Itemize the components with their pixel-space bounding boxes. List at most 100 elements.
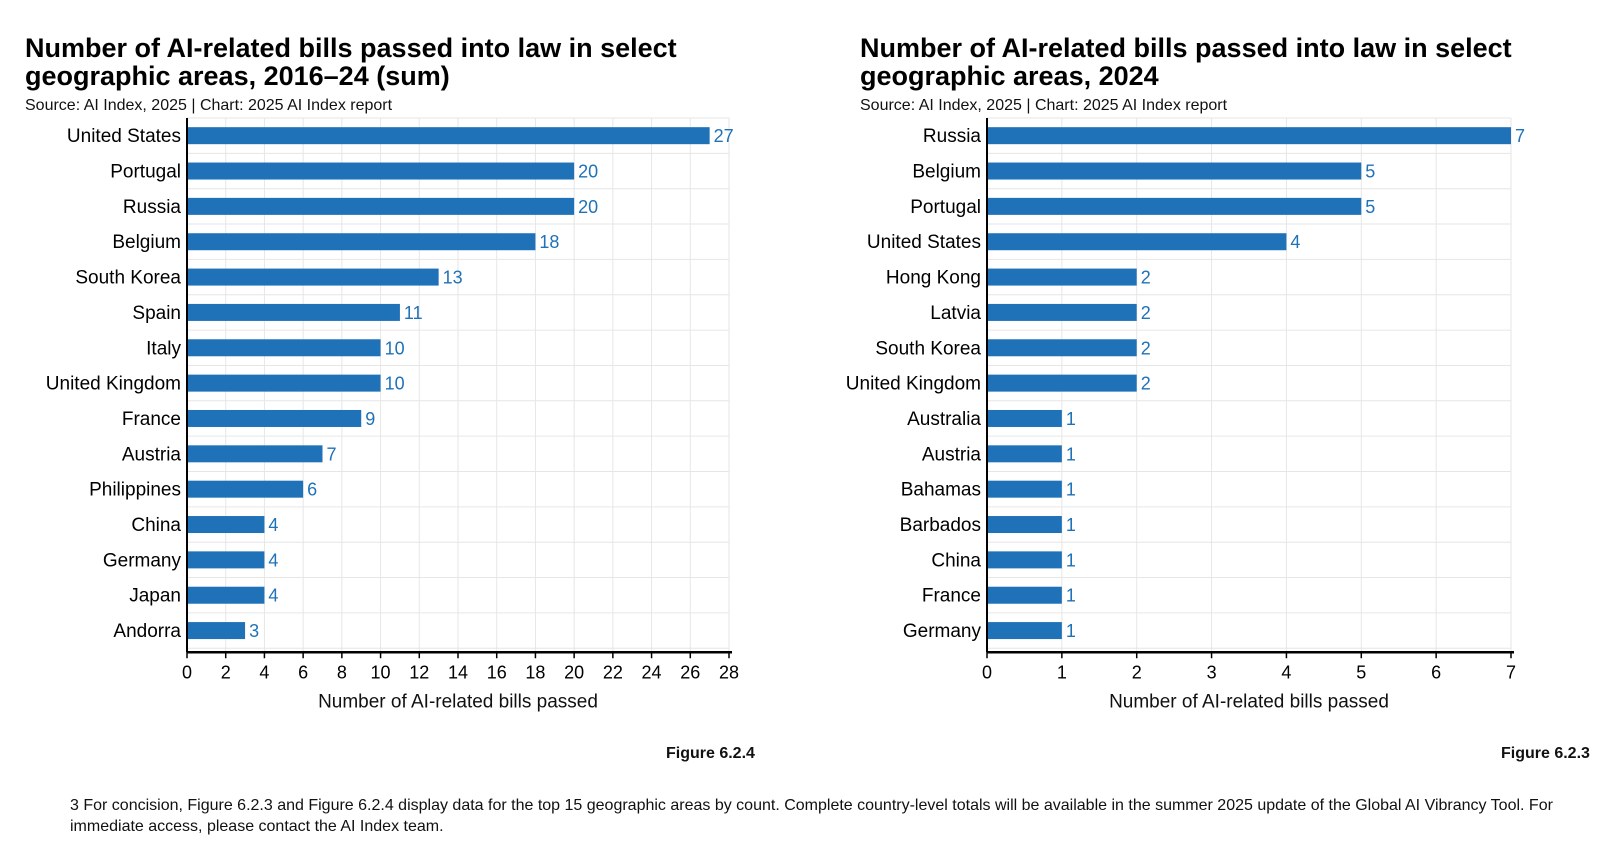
- data-label: 27: [714, 126, 734, 146]
- category-label: Austria: [922, 444, 982, 465]
- data-label: 1: [1066, 586, 1076, 606]
- x-tick-label: 10: [371, 662, 391, 682]
- chart-title: Number of AI-related bills passed into l…: [25, 33, 677, 91]
- category-label: Andorra: [113, 621, 181, 642]
- bar: [987, 162, 1362, 180]
- data-label: 5: [1365, 162, 1375, 182]
- category-label: Latvia: [930, 303, 981, 324]
- x-tick-label: 18: [525, 662, 545, 682]
- bar: [187, 233, 536, 251]
- bar: [987, 233, 1287, 251]
- bar: [187, 480, 304, 498]
- data-label: 7: [327, 444, 337, 464]
- data-label: 13: [443, 268, 463, 288]
- figure-label: Figure 6.2.4: [666, 745, 755, 762]
- bar: [187, 586, 265, 604]
- category-label: South Korea: [75, 268, 181, 289]
- x-tick-label: 4: [1281, 662, 1291, 682]
- category-label: Barbados: [900, 515, 981, 536]
- chart-panel-left: Number of AI-related bills passed into l…: [0, 0, 800, 790]
- data-label: 3: [249, 621, 259, 641]
- bar: [987, 516, 1062, 534]
- x-tick-label: 8: [337, 662, 347, 682]
- chart-source: Source: AI Index, 2025 | Chart: 2025 AI …: [860, 97, 1228, 114]
- category-label: Russia: [923, 126, 982, 147]
- data-label: 1: [1066, 480, 1076, 500]
- category-label: Philippines: [89, 480, 181, 501]
- bar: [187, 303, 400, 321]
- data-label: 4: [1290, 232, 1300, 252]
- chart-panel-right: Number of AI-related bills passed into l…: [835, 0, 1624, 790]
- x-tick-label: 14: [448, 662, 468, 682]
- bar: [187, 339, 381, 357]
- x-tick-label: 26: [680, 662, 700, 682]
- category-label: Italy: [146, 338, 181, 359]
- category-label: United States: [867, 232, 981, 253]
- x-tick-label: 16: [487, 662, 507, 682]
- data-label: 9: [365, 409, 375, 429]
- data-label: 1: [1066, 621, 1076, 641]
- data-label: 2: [1141, 374, 1151, 394]
- bar: [187, 551, 265, 569]
- x-tick-label: 6: [1431, 662, 1441, 682]
- chart-source: Source: AI Index, 2025 | Chart: 2025 AI …: [25, 97, 393, 114]
- data-label: 2: [1141, 268, 1151, 288]
- category-label: Japan: [129, 586, 181, 607]
- category-label: Bahamas: [901, 480, 981, 501]
- x-tick-label: 4: [259, 662, 269, 682]
- bar: [987, 197, 1362, 215]
- category-label: Australia: [907, 409, 981, 430]
- bar: [987, 339, 1137, 357]
- bar: [187, 127, 710, 145]
- category-label: Belgium: [912, 162, 981, 183]
- data-label: 4: [268, 550, 278, 570]
- data-label: 10: [385, 374, 405, 394]
- data-label: 7: [1515, 126, 1525, 146]
- bar: [987, 586, 1062, 604]
- category-label: Hong Kong: [886, 268, 981, 289]
- x-tick-label: 7: [1506, 662, 1516, 682]
- bar: [187, 516, 265, 534]
- x-tick-label: 12: [409, 662, 429, 682]
- data-label: 5: [1365, 197, 1375, 217]
- bar: [987, 268, 1137, 286]
- bar-chart-svg: Russia 7 Belgium 5 Portugal 5 United States 4 Ho…: [846, 117, 1525, 712]
- category-label: United Kingdom: [46, 374, 181, 395]
- bar: [987, 374, 1137, 392]
- category-label: United States: [67, 126, 181, 147]
- bar: [987, 127, 1511, 145]
- x-tick-label: 28: [719, 662, 739, 682]
- x-tick-label: 24: [642, 662, 662, 682]
- category-label: France: [922, 586, 981, 607]
- category-label: Belgium: [112, 232, 181, 253]
- category-label: Germany: [103, 550, 182, 571]
- x-tick-label: 3: [1207, 662, 1217, 682]
- x-tick-label: 0: [982, 662, 992, 682]
- category-label: United Kingdom: [846, 374, 981, 395]
- category-label: Spain: [132, 303, 181, 324]
- bar: [187, 162, 575, 180]
- data-label: 18: [539, 232, 559, 252]
- category-label: South Korea: [875, 338, 981, 359]
- bar: [187, 268, 439, 286]
- data-label: 1: [1066, 515, 1076, 535]
- x-tick-label: 20: [564, 662, 584, 682]
- bar: [187, 445, 323, 463]
- x-tick-label: 1: [1057, 662, 1067, 682]
- data-label: 20: [578, 162, 598, 182]
- data-label: 1: [1066, 444, 1076, 464]
- bar: [987, 551, 1062, 569]
- data-label: 10: [385, 338, 405, 358]
- bar: [987, 445, 1062, 463]
- footnote: 3 For concision, Figure 6.2.3 and Figure…: [70, 797, 1553, 835]
- bar: [987, 622, 1062, 640]
- x-tick-label: 22: [603, 662, 623, 682]
- bar: [987, 303, 1137, 321]
- figure-label: Figure 6.2.3: [1501, 745, 1590, 762]
- data-label: 2: [1141, 303, 1151, 323]
- x-axis-label: Number of AI-related bills passed: [318, 691, 598, 712]
- category-label: Portugal: [110, 162, 181, 183]
- data-label: 6: [307, 480, 317, 500]
- data-label: 1: [1066, 550, 1076, 570]
